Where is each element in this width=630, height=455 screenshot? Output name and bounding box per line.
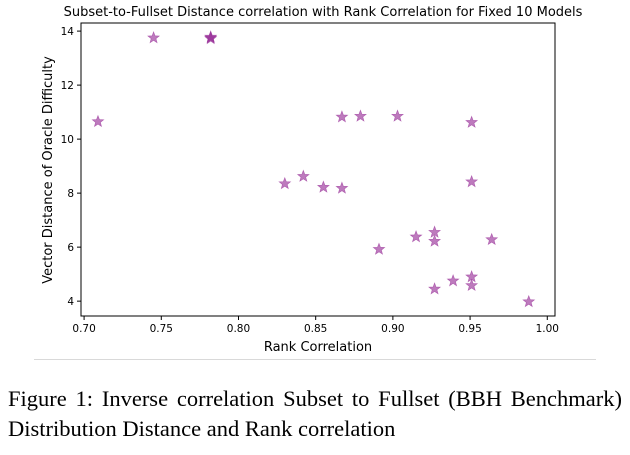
y-axis: 4 6 8 10 12 14 xyxy=(61,26,81,308)
data-point-star xyxy=(446,274,460,287)
data-points xyxy=(91,30,536,308)
data-point-star xyxy=(372,242,386,255)
y-tick-label: 12 xyxy=(61,80,74,92)
figure-caption: Figure 1: Inverse correlation Subset to … xyxy=(8,386,622,441)
x-axis: 0.70 0.75 0.80 0.85 0.90 0.95 1.00 xyxy=(72,316,559,335)
y-axis-label: Vector Distance of Oracle Difficulty xyxy=(41,56,56,284)
chart-title: Subset-to-Fullset Distance correlation w… xyxy=(64,5,583,20)
data-point-star xyxy=(390,109,405,122)
data-point-star xyxy=(353,109,367,122)
data-point-star xyxy=(91,114,105,128)
plot-area xyxy=(80,22,556,317)
scatter-chart: Subset-to-Fullset Distance correlation w… xyxy=(41,5,583,355)
y-tick-label: 14 xyxy=(61,26,75,38)
x-tick-label: 1.00 xyxy=(536,323,559,335)
data-point-star xyxy=(465,278,479,292)
data-point-star xyxy=(522,294,536,308)
data-point-star xyxy=(335,110,349,123)
y-tick-label: 10 xyxy=(61,134,74,146)
x-axis-label: Rank Correlation xyxy=(264,340,372,355)
y-tick-label: 4 xyxy=(67,296,74,308)
data-point-star xyxy=(147,30,161,44)
y-tick-label: 6 xyxy=(67,242,74,254)
data-point-star xyxy=(485,232,499,246)
data-point-star xyxy=(428,234,442,247)
x-tick-label: 0.85 xyxy=(304,323,327,335)
data-point-star xyxy=(465,115,479,128)
x-tick-label: 0.95 xyxy=(458,323,481,335)
x-tick-label: 0.80 xyxy=(227,323,250,335)
data-point-star xyxy=(278,176,292,190)
data-point-star xyxy=(409,230,423,243)
y-tick-label: 8 xyxy=(67,188,74,200)
data-point-star xyxy=(296,169,310,182)
data-point-star xyxy=(316,180,330,193)
x-tick-label: 0.70 xyxy=(72,323,95,335)
caption-divider xyxy=(34,359,596,360)
x-tick-label: 0.75 xyxy=(150,323,173,335)
data-point-star xyxy=(428,282,442,295)
data-point-star xyxy=(335,181,349,194)
data-point-star xyxy=(465,174,479,188)
x-tick-label: 0.90 xyxy=(381,323,404,335)
data-point-star xyxy=(204,31,218,45)
